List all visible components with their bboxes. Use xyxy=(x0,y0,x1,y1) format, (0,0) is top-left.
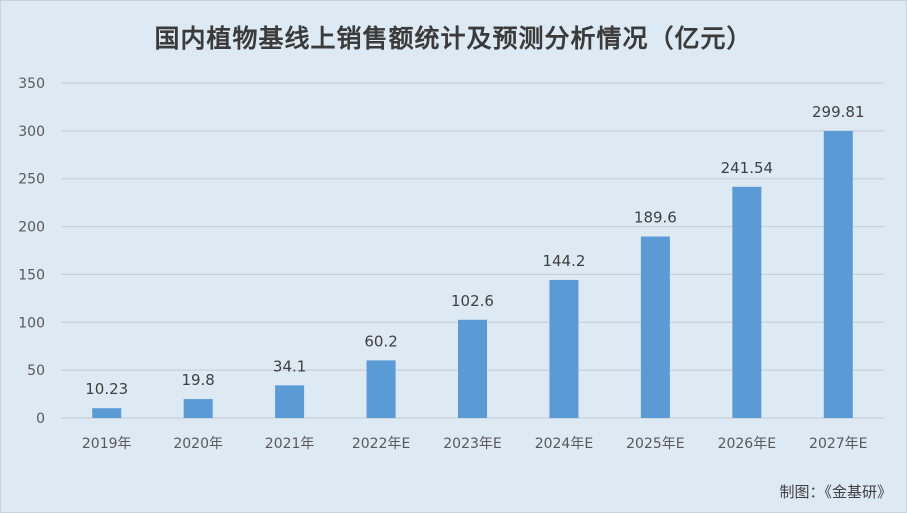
data-label: 10.23 xyxy=(85,380,128,398)
x-tick-label: 2024年E xyxy=(535,436,593,452)
data-label: 102.6 xyxy=(451,292,494,310)
y-tick-label: 300 xyxy=(18,124,45,140)
bars xyxy=(92,131,853,418)
data-label: 60.2 xyxy=(364,332,397,350)
x-tick-label: 2019年 xyxy=(82,436,132,452)
x-tick-label: 2023年E xyxy=(443,436,501,452)
data-label: 299.81 xyxy=(812,103,865,121)
y-tick-label: 250 xyxy=(18,172,45,188)
bar xyxy=(823,131,853,418)
x-tick-label: 2025年E xyxy=(626,436,684,452)
data-label: 19.8 xyxy=(181,371,214,389)
bar xyxy=(183,399,213,418)
x-tick-label: 2020年 xyxy=(173,436,223,452)
x-tick-label: 2021年 xyxy=(265,436,315,452)
bar xyxy=(275,385,305,418)
y-tick-label: 100 xyxy=(18,315,45,331)
x-axis-ticks: 2019年 2020年 2021年 2022年E 2023年E 2024年E 2025年E 2… xyxy=(82,436,868,452)
data-label: 144.2 xyxy=(542,252,585,270)
chart-title: 国内植物基线上销售额统计及预测分析情况（亿元） xyxy=(154,24,753,53)
bar xyxy=(549,279,579,418)
bar xyxy=(366,360,396,418)
y-tick-label: 150 xyxy=(18,267,45,283)
data-label: 189.6 xyxy=(634,209,677,227)
y-tick-label: 350 xyxy=(18,76,45,92)
data-label: 241.54 xyxy=(721,159,774,177)
data-labels: 10.23 19.8 34.1 60.2 102.6 144.2 189.6 241.54 29… xyxy=(85,103,864,398)
y-axis-ticks: 0 50 100 150 200 250 300 350 xyxy=(18,76,45,427)
x-tick-label: 2027年E xyxy=(809,436,867,452)
y-tick-label: 50 xyxy=(27,363,45,379)
bar xyxy=(458,319,487,418)
x-tick-label: 2026年E xyxy=(718,436,776,452)
x-tick-label: 2022年E xyxy=(352,436,410,452)
y-tick-label: 200 xyxy=(18,220,45,236)
bar xyxy=(92,408,122,418)
data-label: 34.1 xyxy=(273,357,306,375)
chart-credit: 制图：《金基研》 xyxy=(779,483,892,501)
bar xyxy=(732,186,762,418)
bar xyxy=(640,236,670,418)
y-tick-label: 0 xyxy=(36,411,45,427)
